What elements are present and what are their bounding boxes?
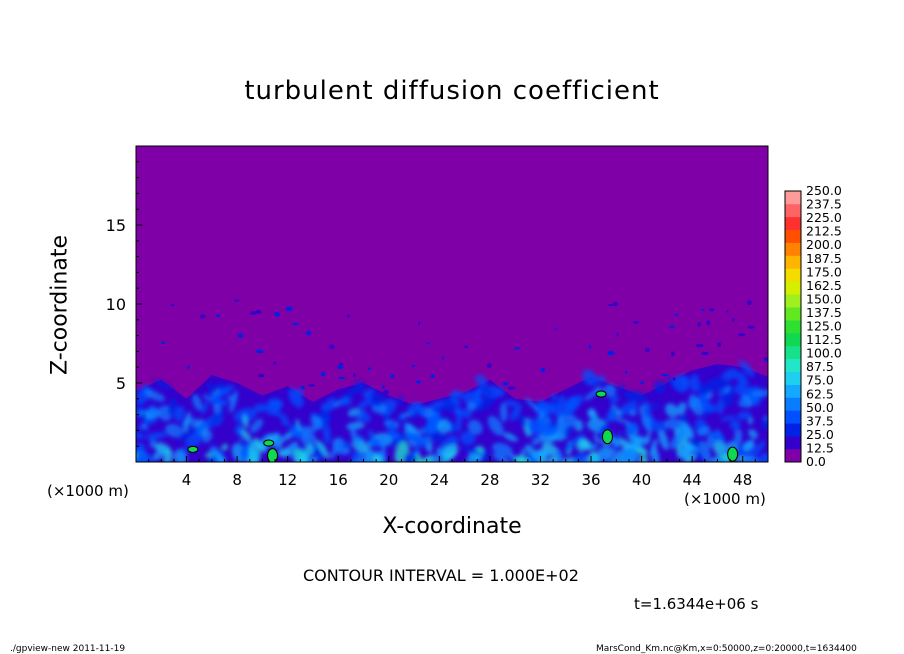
- colorbar-swatch: [785, 242, 801, 256]
- x-tick-label: 12: [278, 471, 297, 489]
- footer-right: MarsCond_Km.nc@Km,x=0:50000,z=0:20000,t=…: [596, 644, 857, 654]
- colorbar-swatch: [785, 203, 801, 218]
- colorbar-label: 62.5: [806, 386, 834, 401]
- contour-patch: [187, 445, 199, 453]
- y-axis: 5 10 15: [106, 145, 142, 463]
- contour-patch: [263, 439, 275, 447]
- colorbar-label: 237.5: [806, 197, 842, 212]
- x-unit-label-right: (×1000 m): [684, 490, 766, 508]
- x-tick-label: 48: [733, 471, 752, 489]
- colorbar-label: 12.5: [806, 440, 834, 455]
- contour-patch: [727, 446, 739, 462]
- time-label: t=1.6344e+06 s: [634, 595, 759, 613]
- x-tick-label: 32: [531, 471, 550, 489]
- colorbar-swatch: [785, 191, 801, 205]
- colorbar-swatch: [785, 281, 801, 295]
- x-axis-label: X-coordinate: [382, 514, 522, 539]
- colorbar-swatch: [785, 255, 801, 269]
- colorbar-swatch: [785, 384, 801, 398]
- colorbar-label: 50.0: [806, 400, 834, 415]
- plot-area: [135, 145, 769, 463]
- colorbar-swatch: [785, 397, 801, 411]
- colorbar-swatch: [785, 268, 801, 282]
- colorbar-label: 112.5: [806, 332, 842, 347]
- colorbar-label: 137.5: [806, 305, 842, 320]
- y-tick-label: 5: [116, 374, 126, 393]
- colorbar-label: 150.0: [806, 291, 842, 306]
- colorbar-label: 175.0: [806, 264, 842, 279]
- footer-left: ./gpview-new 2011-11-19: [10, 644, 126, 654]
- colorbar-swatch: [785, 449, 801, 463]
- colorbar-swatch: [785, 294, 801, 308]
- x-tick-label: 16: [329, 471, 348, 489]
- colorbar-swatch: [785, 307, 801, 321]
- x-tick-label: 8: [232, 471, 242, 489]
- colorbar: 0.012.525.037.550.062.575.087.5100.0112.…: [784, 183, 842, 469]
- chart-title: turbulent diffusion coefficient: [244, 76, 660, 106]
- x-tick-label: 28: [480, 471, 499, 489]
- contour-interval-label: CONTOUR INTERVAL = 1.000E+02: [303, 566, 579, 585]
- colorbar-label: 75.0: [806, 373, 834, 388]
- y-tick-label: 15: [106, 216, 126, 235]
- colorbar-label: 200.0: [806, 237, 842, 252]
- colorbar-label: 225.0: [806, 210, 842, 225]
- colorbar-label: 37.5: [806, 413, 834, 428]
- x-tick-label: 20: [379, 471, 398, 489]
- colorbar-label: 162.5: [806, 278, 842, 293]
- contour-patch: [601, 429, 613, 445]
- colorbar-label: 187.5: [806, 251, 842, 266]
- colorbar-swatch: [785, 229, 801, 243]
- y-tick-label: 10: [106, 295, 126, 314]
- x-tick-label: 40: [632, 471, 651, 489]
- contour-patch: [595, 390, 607, 398]
- colorbar-swatch: [785, 371, 801, 385]
- x-tick-label: 4: [182, 471, 192, 489]
- x-axis: 4 8 12 16 20 24 28 32 36 40 44 48: [135, 456, 769, 489]
- colorbar-swatch: [785, 320, 801, 334]
- x-tick-label: 44: [683, 471, 702, 489]
- colorbar-label: 25.0: [806, 427, 834, 442]
- colorbar-swatch: [785, 423, 801, 437]
- colorbar-label: 0.0: [806, 454, 826, 469]
- colorbar-label: 125.0: [806, 319, 842, 334]
- colorbar-swatch: [785, 216, 801, 231]
- colorbar-label: 87.5: [806, 359, 834, 374]
- x-unit-label-left: (×1000 m): [47, 482, 129, 500]
- colorbar-label: 212.5: [806, 224, 842, 239]
- colorbar-swatch: [785, 345, 801, 360]
- colorbar-swatch: [785, 332, 801, 347]
- colorbar-label: 100.0: [806, 346, 842, 361]
- colorbar-label: 250.0: [806, 183, 842, 198]
- colorbar-swatch: [785, 410, 801, 424]
- y-axis-label: Z-coordinate: [47, 235, 73, 375]
- colorbar-swatch: [785, 436, 801, 450]
- x-tick-label: 36: [581, 471, 600, 489]
- contour-patch: [267, 448, 279, 462]
- x-tick-label: 24: [430, 471, 449, 489]
- colorbar-swatch: [785, 358, 801, 372]
